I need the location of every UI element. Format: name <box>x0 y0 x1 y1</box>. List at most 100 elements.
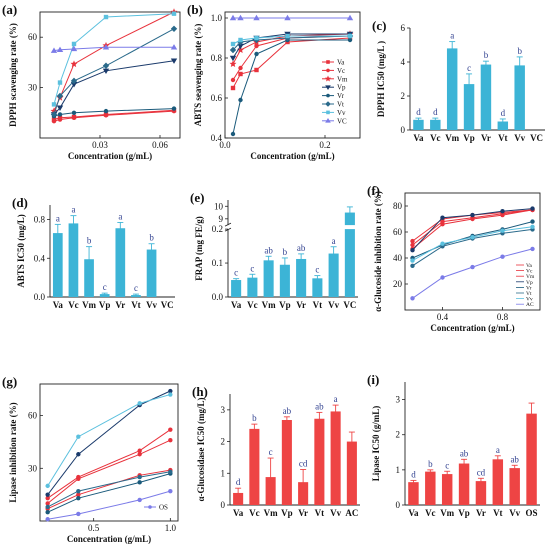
bar-vv <box>328 253 339 297</box>
legend-label-ac: AC <box>526 302 534 308</box>
significance-label: d <box>416 107 421 117</box>
data-point-vc <box>229 14 237 21</box>
category-label-va: Va <box>233 508 244 518</box>
legend-label-vc: VC <box>337 117 347 125</box>
bar-vr <box>475 481 487 505</box>
category-label-ac: AC <box>345 508 358 518</box>
series-line-vt <box>47 471 171 508</box>
legend-label-os: OS <box>159 504 168 512</box>
y-tick-label: 0.1 <box>212 258 223 268</box>
x-tick-label: 0.2 <box>319 140 330 150</box>
data-point-vp <box>45 492 50 497</box>
data-point-vm <box>70 60 78 68</box>
data-point-va <box>230 85 236 91</box>
category-label-vm: Vm <box>440 508 454 518</box>
bar-vc <box>344 212 355 226</box>
bar-ac <box>346 441 357 505</box>
data-point-vv <box>137 401 142 406</box>
significance-label: c <box>103 282 107 292</box>
series-line-vc <box>232 35 351 81</box>
legend-marker-vc <box>326 68 330 73</box>
data-point-vp <box>530 206 535 211</box>
y-tick-label: 1 <box>396 465 401 475</box>
bar-vv <box>330 411 341 505</box>
data-point-vp <box>170 58 178 64</box>
legend-marker-vp <box>325 85 331 90</box>
category-label-vc: VC <box>343 300 356 310</box>
y-tick-label: 4 <box>401 57 406 67</box>
bar-vm <box>263 260 274 297</box>
significance-label: ab <box>297 243 306 253</box>
series-line-vr <box>47 473 171 513</box>
data-point-vc <box>56 46 64 52</box>
data-point-vr <box>347 37 353 43</box>
data-point-vv <box>45 483 50 489</box>
data-point-vv <box>470 235 475 240</box>
significance-label: a <box>334 394 338 404</box>
data-point-vr <box>57 112 63 117</box>
bar-vp <box>463 84 475 130</box>
data-point-vr <box>254 51 259 57</box>
y-tick-label: 9 <box>219 214 224 224</box>
data-point-vc <box>254 43 259 49</box>
data-point-vr <box>45 510 50 515</box>
bar-vc <box>249 428 260 505</box>
data-point-vc <box>410 242 415 248</box>
category-label-va: Va <box>231 300 242 310</box>
x-tick-label: 0.5 <box>88 523 100 533</box>
data-point-vr <box>137 480 142 485</box>
data-point-va <box>137 448 142 453</box>
category-label-vt: Vt <box>313 300 323 310</box>
legend-marker-os <box>148 505 152 509</box>
y-tick-label: 0 <box>396 500 401 510</box>
series-line-vm <box>47 469 171 510</box>
bar-vr <box>115 228 126 297</box>
y-tick-label: 40 <box>393 253 403 263</box>
y-tick-label: 0.4 <box>34 253 46 263</box>
category-label-vv: Vv <box>330 508 341 518</box>
panel-label: (b) <box>187 2 203 17</box>
data-point-vm <box>76 492 81 497</box>
bar-vv <box>509 468 520 505</box>
y-tick-label: 2 <box>396 430 401 440</box>
panel-label: (f) <box>367 183 380 198</box>
significance-label: b <box>87 236 92 246</box>
data-point-vm <box>440 222 445 227</box>
bar-os <box>526 413 537 505</box>
data-point-vc <box>57 117 63 122</box>
bar-vc <box>425 471 436 505</box>
legend-label-vc: Vc <box>526 269 533 275</box>
y-axis-title: α-Glucosidase IC50 (mg/L) <box>196 397 206 501</box>
data-point-vv <box>347 33 353 39</box>
data-point-vp <box>102 68 110 74</box>
panel-label: (h) <box>192 384 208 399</box>
significance-label: ab <box>283 406 292 416</box>
panel-c: 0 2 4 6 d Va d Vc a Vm c Vp b Vr d Vt b Vv VC DPPH IC50 (mg… <box>372 18 545 143</box>
data-point-vp <box>229 55 237 62</box>
data-point-vt <box>50 111 58 118</box>
significance-label: d <box>501 108 506 118</box>
panel-h: 0 1 2 3 d Va b Vc c Vm ab Vp cd Vr ab Vt a Vv AC α-Glucosid… <box>192 384 360 518</box>
category-label-va: Va <box>53 300 64 310</box>
y-tick-label: 0.8 <box>34 215 46 225</box>
data-point-ac <box>440 275 445 280</box>
y-tick-label: 30 <box>28 463 38 473</box>
panel-label: (i) <box>367 372 379 387</box>
significance-label: cd <box>299 458 308 468</box>
category-label-vr: Vr <box>115 300 125 310</box>
x-tick-label: 0.06 <box>152 140 168 150</box>
data-point-vc <box>45 501 50 506</box>
data-point-vv <box>230 41 236 47</box>
data-point-vc <box>168 438 173 443</box>
data-point-vv <box>51 102 57 107</box>
data-point-vr <box>530 219 535 224</box>
plot-frame <box>404 192 541 311</box>
significance-label: c <box>134 283 138 293</box>
y-tick-label: 0 <box>221 500 226 510</box>
category-label-vm: Vm <box>262 300 276 310</box>
bar-vt <box>312 278 323 297</box>
legend-marker-vr <box>326 93 330 98</box>
series-line-vp <box>47 390 171 496</box>
